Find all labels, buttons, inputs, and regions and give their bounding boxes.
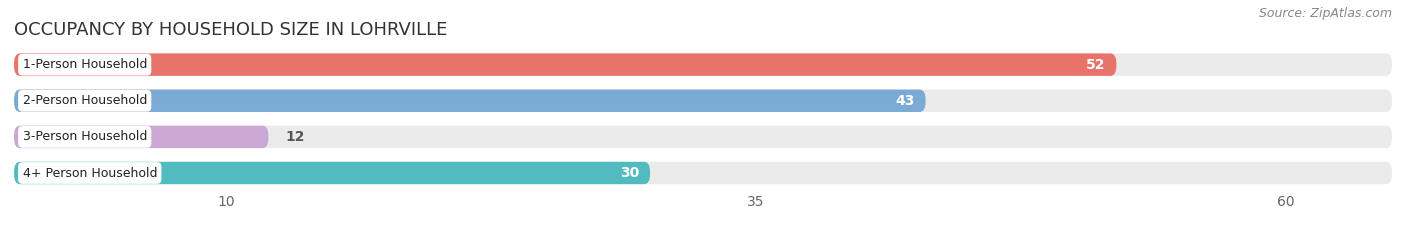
FancyBboxPatch shape	[14, 53, 1392, 76]
FancyBboxPatch shape	[14, 126, 1392, 148]
FancyBboxPatch shape	[14, 89, 1392, 112]
FancyBboxPatch shape	[14, 53, 1116, 76]
Text: OCCUPANCY BY HOUSEHOLD SIZE IN LOHRVILLE: OCCUPANCY BY HOUSEHOLD SIZE IN LOHRVILLE	[14, 21, 447, 39]
FancyBboxPatch shape	[14, 126, 269, 148]
Text: 12: 12	[285, 130, 305, 144]
Text: 30: 30	[620, 166, 640, 180]
Text: 4+ Person Household: 4+ Person Household	[22, 167, 157, 179]
Text: 43: 43	[896, 94, 915, 108]
Text: 2-Person Household: 2-Person Household	[22, 94, 146, 107]
Text: 1-Person Household: 1-Person Household	[22, 58, 146, 71]
Text: 3-Person Household: 3-Person Household	[22, 130, 146, 143]
Text: 52: 52	[1087, 58, 1105, 72]
FancyBboxPatch shape	[14, 162, 650, 184]
FancyBboxPatch shape	[14, 89, 925, 112]
FancyBboxPatch shape	[14, 162, 1392, 184]
Text: Source: ZipAtlas.com: Source: ZipAtlas.com	[1258, 7, 1392, 20]
